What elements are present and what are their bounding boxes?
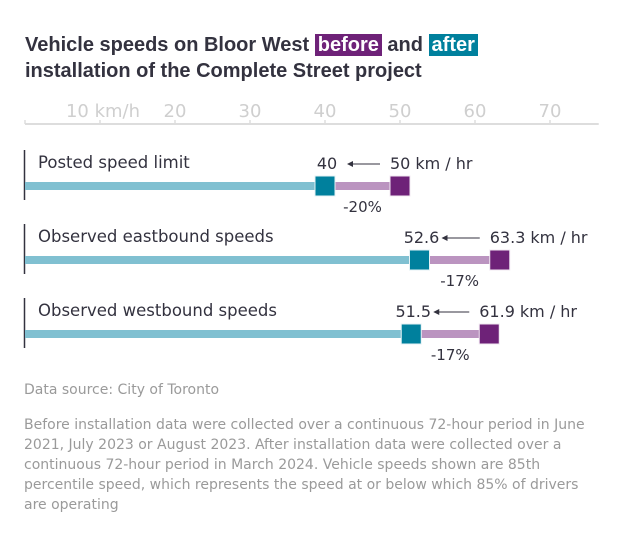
change-percent-label: -20%: [343, 198, 382, 216]
row-label: Observed westbound speeds: [38, 301, 277, 320]
arrow-head-icon: [347, 161, 353, 167]
methodology-note: Before installation data were collected …: [24, 415, 604, 515]
chart-row: Observed westbound speeds 51.5 61.9 km / hr…: [25, 298, 578, 364]
before-value: 61.9: [479, 302, 515, 321]
data-source: Data source: City of Toronto: [24, 382, 219, 398]
chart-row: Posted speed limit 40 50 km / hr -20%: [25, 150, 473, 216]
track-bar: [25, 330, 401, 338]
change-percent-label: -17%: [431, 346, 470, 364]
after-marker: [401, 324, 421, 344]
track-bar: [25, 182, 315, 190]
change-bar: [421, 330, 479, 338]
x-tick-label: 60: [464, 101, 487, 122]
chart-rows: Posted speed limit 40 50 km / hr -20% Observe…: [25, 150, 588, 364]
x-tick-label: 40: [314, 101, 337, 122]
row-label: Observed eastbound speeds: [38, 227, 274, 246]
after-value-label: 51.5: [395, 302, 431, 321]
before-value-label: 61.9 km / hr: [479, 302, 577, 321]
after-value-label: 52.6: [404, 228, 440, 247]
unit-suffix: km / hr: [415, 154, 473, 173]
unit-suffix: km / hr: [530, 228, 588, 247]
before-value: 63.3: [490, 228, 526, 247]
unit-suffix: km / hr: [520, 302, 578, 321]
row-label: Posted speed limit: [38, 153, 190, 172]
x-tick-label: 50: [389, 101, 412, 122]
before-marker: [479, 324, 499, 344]
after-value-label: 40: [317, 154, 337, 173]
x-tick-label: 20: [164, 101, 187, 122]
before-marker: [490, 250, 510, 270]
arrow-head-icon: [433, 309, 439, 315]
before-value-label: 63.3 km / hr: [490, 228, 588, 247]
chart-row: Observed eastbound speeds 52.6 63.3 km / hr…: [25, 224, 588, 290]
change-percent-label: -17%: [440, 272, 479, 290]
after-marker: [315, 176, 335, 196]
change-bar: [335, 182, 390, 190]
x-tick-label: 70: [539, 101, 562, 122]
after-marker: [410, 250, 430, 270]
change-bar: [430, 256, 490, 264]
dumbbell-chart: 10 km/h 20 30 40 50 60 70 Posted speed limit 40…: [0, 0, 627, 375]
arrow-head-icon: [442, 235, 448, 241]
track-bar: [25, 256, 410, 264]
before-value-label: 50 km / hr: [390, 154, 473, 173]
x-tick-label: 10 km/h: [66, 101, 140, 122]
x-tick-label: 30: [239, 101, 262, 122]
before-value: 50: [390, 154, 410, 173]
x-axis: 10 km/h 20 30 40 50 60 70: [25, 101, 599, 124]
before-marker: [390, 176, 410, 196]
